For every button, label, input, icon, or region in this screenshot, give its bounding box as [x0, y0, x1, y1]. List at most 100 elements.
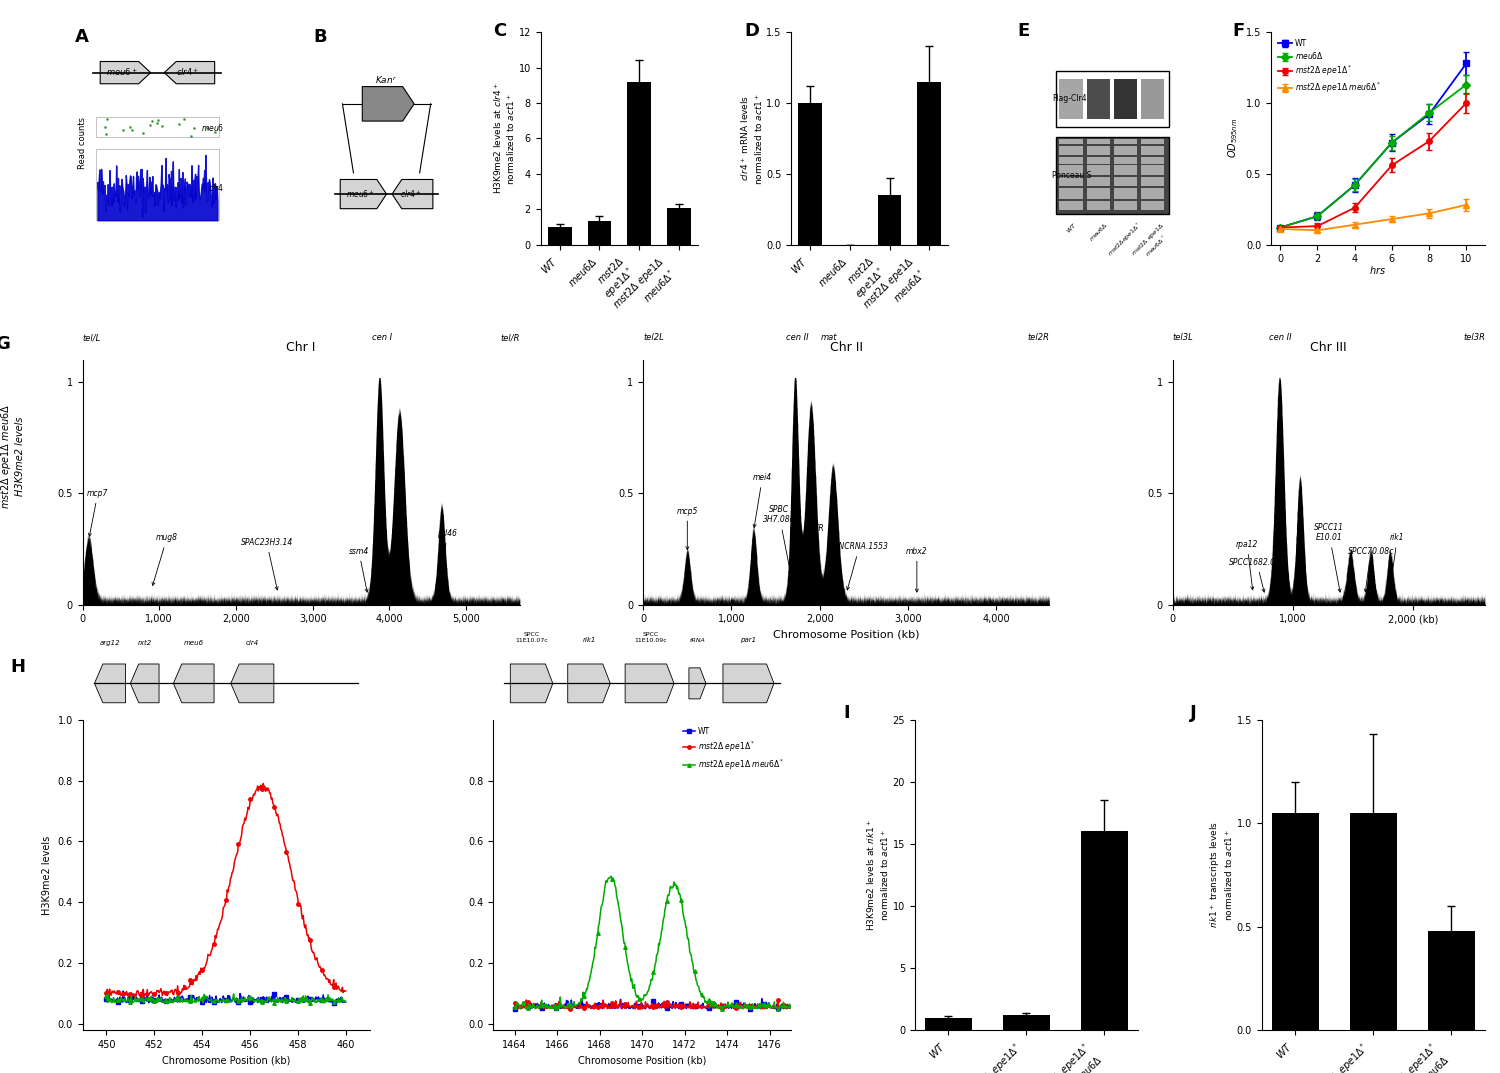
Text: cen II: cen II: [786, 334, 808, 342]
Y-axis label: H3K9me2 levels: H3K9me2 levels: [42, 835, 52, 914]
Bar: [1142, 201, 1164, 210]
Polygon shape: [510, 664, 554, 703]
Bar: [1086, 139, 1110, 145]
Point: [182, 119, 206, 136]
Text: tRNA: tRNA: [690, 638, 705, 643]
X-axis label: $hrs$: $hrs$: [1370, 264, 1386, 276]
Bar: [1059, 177, 1083, 186]
Polygon shape: [567, 664, 610, 703]
Title: Chr III: Chr III: [1311, 341, 1347, 354]
Point: [130, 124, 154, 142]
Text: $Kan^r$: $Kan^r$: [375, 74, 398, 86]
Bar: [1086, 177, 1110, 186]
$mst2\Delta\ epe1\Delta^*$: [680, 1000, 698, 1013]
Y-axis label: $rik1^+$ transcripts levels
normalized to $act1^+$: $rik1^+$ transcripts levels normalized t…: [1208, 822, 1236, 928]
WT: [615, 997, 633, 1010]
Text: H: H: [10, 658, 26, 676]
Bar: [918, 82, 940, 245]
Point: [195, 119, 219, 136]
Text: $meu6\Delta$: $meu6\Delta$: [1088, 220, 1110, 242]
Bar: [1059, 146, 1083, 155]
Text: E: E: [1017, 21, 1029, 40]
Legend: WT, $mst2\Delta\ epe1\Delta^*$, $mst2\Delta\ epe1\Delta\ meu6\Delta^*$: WT, $mst2\Delta\ epe1\Delta^*$, $mst2\De…: [680, 723, 788, 775]
$mst2\Delta\ epe1\Delta\ meu6\Delta^*$: [597, 878, 615, 891]
Polygon shape: [723, 664, 774, 703]
Text: $mst2\Delta\ epe1\Delta\ meu6\Delta$
H3K9me2 levels: $mst2\Delta\ epe1\Delta\ meu6\Delta$ H3K…: [0, 403, 26, 509]
Text: mug8: mug8: [152, 533, 178, 586]
Bar: [668, 208, 690, 245]
Text: clr4: clr4: [246, 641, 259, 646]
Bar: [1004, 1015, 1050, 1030]
Bar: [926, 1017, 972, 1030]
WT: [680, 1000, 698, 1013]
Text: arg12: arg12: [99, 641, 120, 646]
Bar: [1082, 832, 1128, 1030]
Bar: [1059, 164, 1083, 175]
Polygon shape: [100, 61, 150, 84]
Text: SPCC70.08c: SPCC70.08c: [1347, 546, 1394, 592]
Bar: [1142, 139, 1164, 145]
WT: [512, 1002, 530, 1015]
$mst2\Delta\ epe1\Delta\ meu6\Delta^*$: [708, 1001, 726, 1014]
Point: [138, 117, 162, 134]
Polygon shape: [130, 664, 159, 703]
Point: [146, 114, 170, 131]
Text: SPAC23H3.14: SPAC23H3.14: [240, 538, 292, 590]
Polygon shape: [688, 667, 706, 699]
X-axis label: Chromosome Position (kb): Chromosome Position (kb): [772, 630, 920, 640]
$mst2\Delta\ epe1\Delta^*$: [626, 1002, 644, 1015]
WT: [506, 1002, 524, 1015]
Bar: [1059, 78, 1083, 119]
Point: [140, 113, 164, 130]
Text: tel/L: tel/L: [82, 334, 100, 342]
Bar: [96, 117, 219, 137]
Bar: [1059, 188, 1083, 199]
Y-axis label: H3K9me2 levels at $clr4^+$
normalized to $act1^+$: H3K9me2 levels at $clr4^+$ normalized to…: [492, 83, 517, 194]
$mst2\Delta\ epe1\Delta^*$: [615, 998, 633, 1011]
Bar: [1056, 137, 1168, 215]
Bar: [1113, 78, 1137, 119]
$mst2\Delta\ epe1\Delta\ meu6\Delta^*$: [602, 870, 619, 883]
WT: [706, 1000, 724, 1013]
Point: [178, 128, 203, 145]
$mst2\Delta\ epe1\Delta\ meu6\Delta^*$: [782, 1000, 800, 1013]
Text: cen II: cen II: [1269, 334, 1292, 342]
Text: SPCC
11E10.07c: SPCC 11E10.07c: [514, 632, 548, 643]
Bar: [548, 226, 572, 245]
Text: SPCC1682.08c: SPCC1682.08c: [1228, 558, 1286, 592]
WT: [597, 999, 615, 1012]
Bar: [96, 149, 219, 220]
Bar: [1113, 177, 1137, 186]
Text: SPBC
3H7.08c: SPBC 3H7.08c: [764, 505, 795, 574]
WT: [782, 1000, 800, 1013]
Text: mcp7: mcp7: [87, 488, 108, 536]
Text: mbx2: mbx2: [906, 546, 927, 592]
Text: rpa12: rpa12: [1236, 540, 1258, 590]
Text: I: I: [843, 704, 850, 722]
Text: par1: par1: [741, 637, 756, 643]
Line: $mst2\Delta\ epe1\Delta^*$: $mst2\Delta\ epe1\Delta^*$: [513, 998, 792, 1011]
Point: [94, 111, 118, 128]
Point: [94, 126, 118, 143]
Point: [146, 112, 170, 129]
Text: tel/R: tel/R: [501, 334, 520, 342]
Text: meu6: meu6: [183, 641, 204, 646]
Text: tel2L: tel2L: [644, 334, 664, 342]
Bar: [1113, 146, 1137, 155]
Text: tel3R: tel3R: [1462, 334, 1485, 342]
Line: WT: WT: [513, 997, 792, 1011]
Text: F: F: [1233, 21, 1245, 40]
$mst2\Delta\ epe1\Delta^*$: [770, 994, 788, 1006]
$mst2\Delta\ epe1\Delta^*$: [596, 997, 613, 1010]
Text: $clr4^+$: $clr4^+$: [400, 188, 422, 200]
Text: SPNCRNA.1553: SPNCRNA.1553: [830, 542, 890, 590]
Y-axis label: $clr4^+$ mRNA levels
normalized to $act1^+$: $clr4^+$ mRNA levels normalized to $act1…: [740, 92, 765, 185]
$mst2\Delta\ epe1\Delta^*$: [506, 997, 524, 1010]
Bar: [1113, 188, 1137, 199]
Bar: [1142, 188, 1164, 199]
Text: prl46: prl46: [436, 529, 457, 578]
Bar: [1272, 813, 1318, 1030]
Point: [166, 116, 190, 133]
Bar: [1056, 71, 1168, 128]
WT: [706, 1000, 724, 1013]
